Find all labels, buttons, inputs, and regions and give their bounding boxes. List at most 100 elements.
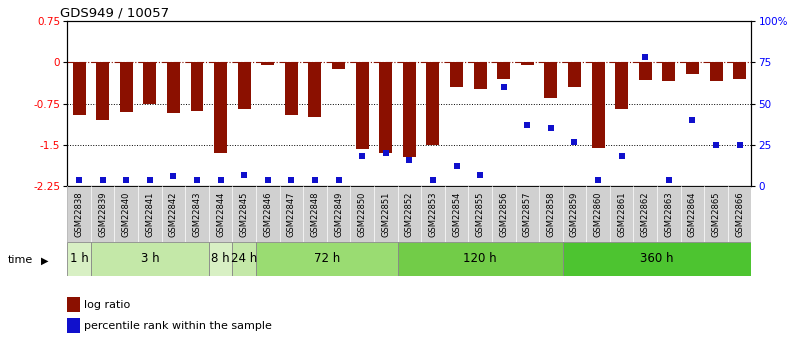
Text: GSM22844: GSM22844: [216, 191, 225, 237]
Text: GSM22842: GSM22842: [169, 191, 178, 237]
Text: 24 h: 24 h: [231, 252, 257, 265]
Text: GSM22849: GSM22849: [334, 191, 343, 237]
Bar: [710, 62, 722, 81]
Bar: [733, 62, 746, 79]
Point: [356, 154, 369, 159]
Point: [73, 177, 85, 183]
Bar: [143, 62, 157, 104]
Bar: [67, 241, 91, 276]
Text: GSM22856: GSM22856: [499, 191, 508, 237]
Bar: [450, 62, 463, 87]
Text: GSM22854: GSM22854: [452, 191, 461, 237]
Text: GSM22857: GSM22857: [523, 191, 532, 237]
Bar: [662, 62, 676, 81]
Point: [238, 172, 251, 177]
Text: GSM22843: GSM22843: [192, 191, 202, 237]
Bar: [233, 241, 256, 276]
Text: 120 h: 120 h: [464, 252, 497, 265]
Point: [426, 177, 439, 183]
Point: [686, 117, 698, 123]
Point: [521, 122, 534, 128]
Point: [568, 139, 581, 144]
Point: [308, 177, 321, 183]
Text: GSM22852: GSM22852: [405, 191, 414, 237]
Point: [544, 126, 557, 131]
Text: percentile rank within the sample: percentile rank within the sample: [85, 321, 272, 331]
Text: GSM22848: GSM22848: [311, 191, 320, 237]
Bar: [403, 62, 416, 157]
Bar: [332, 62, 345, 69]
Text: 72 h: 72 h: [314, 252, 340, 265]
Bar: [97, 62, 109, 120]
Text: GSM22847: GSM22847: [287, 191, 296, 237]
Text: 1 h: 1 h: [70, 252, 89, 265]
Bar: [308, 62, 321, 117]
Bar: [544, 62, 558, 98]
Point: [592, 177, 604, 183]
Bar: [562, 241, 751, 276]
Text: GDS949 / 10057: GDS949 / 10057: [60, 7, 169, 20]
Text: GSM22865: GSM22865: [712, 191, 721, 237]
Bar: [426, 62, 440, 145]
Point: [403, 157, 416, 162]
Point: [639, 55, 652, 60]
Bar: [91, 241, 209, 276]
Point: [498, 84, 510, 90]
Point: [214, 177, 227, 183]
Bar: [356, 62, 369, 149]
Point: [191, 177, 203, 183]
Bar: [398, 241, 562, 276]
Point: [380, 150, 392, 156]
Bar: [520, 62, 534, 65]
Point: [285, 177, 297, 183]
Bar: [191, 62, 203, 111]
Text: GSM22853: GSM22853: [429, 191, 437, 237]
Bar: [238, 62, 251, 109]
Bar: [474, 62, 486, 89]
Bar: [285, 62, 298, 115]
Text: GSM22863: GSM22863: [664, 191, 673, 237]
Text: time: time: [8, 256, 33, 265]
Text: GSM22846: GSM22846: [263, 191, 272, 237]
Bar: [119, 62, 133, 112]
Text: GSM22838: GSM22838: [74, 191, 84, 237]
Text: 360 h: 360 h: [641, 252, 674, 265]
Text: GSM22862: GSM22862: [641, 191, 649, 237]
Bar: [568, 62, 581, 87]
Point: [97, 177, 109, 183]
Point: [262, 177, 274, 183]
Text: GSM22845: GSM22845: [240, 191, 248, 237]
Bar: [639, 62, 652, 80]
Bar: [67, 297, 80, 312]
Text: GSM22858: GSM22858: [547, 191, 555, 237]
Bar: [256, 241, 398, 276]
Point: [332, 177, 345, 183]
Text: log ratio: log ratio: [85, 300, 131, 310]
Point: [663, 177, 676, 183]
Point: [474, 172, 486, 177]
Text: GSM22839: GSM22839: [98, 191, 107, 237]
Text: GSM22850: GSM22850: [358, 191, 367, 237]
Text: GSM22859: GSM22859: [570, 191, 579, 237]
Point: [450, 164, 463, 169]
Point: [710, 142, 722, 148]
Bar: [615, 62, 628, 109]
Text: GSM22860: GSM22860: [593, 191, 603, 237]
Text: GSM22861: GSM22861: [617, 191, 626, 237]
Text: 3 h: 3 h: [141, 252, 159, 265]
Point: [733, 142, 746, 148]
Bar: [67, 318, 80, 333]
Bar: [686, 62, 699, 74]
Point: [615, 154, 628, 159]
Point: [167, 174, 180, 179]
Bar: [167, 62, 180, 113]
Text: GSM22841: GSM22841: [146, 191, 154, 237]
Text: GSM22855: GSM22855: [475, 191, 485, 237]
Bar: [209, 241, 233, 276]
Text: 8 h: 8 h: [211, 252, 230, 265]
Text: GSM22840: GSM22840: [122, 191, 131, 237]
Point: [143, 177, 156, 183]
Bar: [214, 62, 227, 153]
Point: [120, 177, 133, 183]
Text: GSM22864: GSM22864: [688, 191, 697, 237]
